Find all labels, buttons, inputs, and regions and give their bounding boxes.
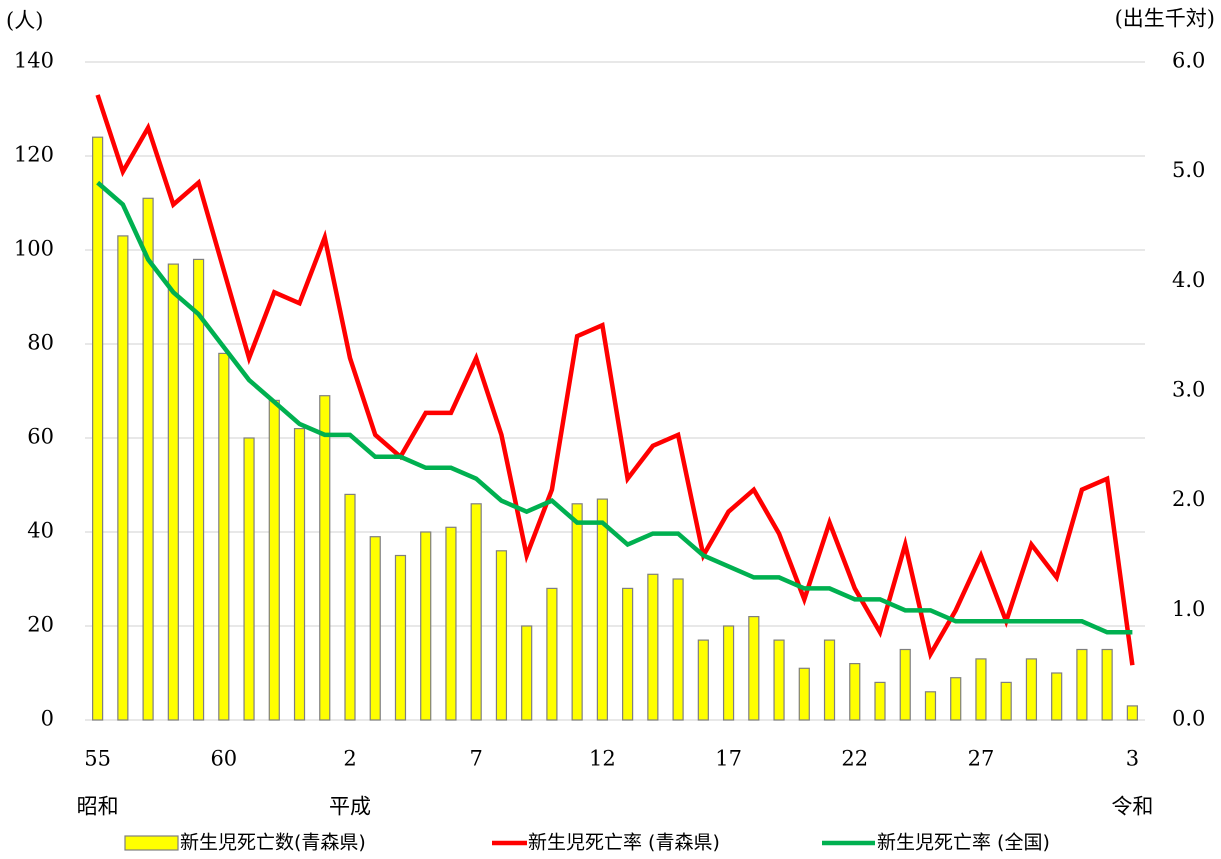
bar — [420, 531, 432, 721]
legend-swatch — [124, 835, 179, 851]
y2-tick-label: 3.0 — [1172, 378, 1205, 402]
bar — [293, 428, 306, 721]
bar — [344, 493, 356, 721]
x-tick-label: 12 — [589, 747, 616, 771]
bar — [192, 258, 205, 721]
bar — [142, 197, 154, 721]
bar — [1000, 681, 1012, 721]
bar — [697, 639, 709, 721]
bar — [1126, 705, 1138, 721]
y2-axis-title: (出生千対) — [1115, 7, 1215, 31]
x-tick-label: 27 — [968, 747, 995, 771]
bar — [950, 677, 962, 721]
bar — [167, 263, 179, 721]
y-tick-label: 40 — [27, 519, 54, 543]
y2-tick-label: 5.0 — [1172, 158, 1205, 182]
y-tick-label: 20 — [27, 613, 54, 637]
x-tick-label: 2 — [343, 747, 356, 771]
bar — [975, 658, 987, 721]
y-tick-label: 60 — [27, 425, 54, 449]
line — [96, 180, 1133, 635]
bar — [319, 395, 331, 721]
x-era-label: 令和 — [1111, 795, 1153, 819]
bar — [622, 587, 634, 721]
bar — [722, 625, 735, 721]
bar — [748, 615, 760, 721]
bar — [546, 587, 558, 721]
bar — [218, 352, 230, 721]
x-tick-label: 60 — [210, 747, 237, 771]
bar — [924, 691, 937, 721]
bar — [596, 498, 608, 721]
bar — [1051, 672, 1063, 721]
x-era-label: 昭和 — [77, 795, 119, 819]
bar — [849, 662, 861, 721]
y-tick-label: 80 — [27, 331, 54, 355]
legend-label: 新生児死亡率 (青森県) — [528, 832, 720, 854]
bar — [495, 550, 508, 721]
bar — [823, 639, 836, 721]
x-tick-label: 7 — [470, 747, 483, 771]
bar — [369, 536, 381, 721]
x-tick-label: 55 — [84, 747, 111, 771]
bar — [243, 437, 255, 721]
legend-label: 新生児死亡数(青森県) — [180, 832, 366, 854]
bar — [521, 625, 533, 721]
bar — [445, 526, 457, 721]
x-tick-label: 22 — [841, 747, 868, 771]
y-tick-label: 120 — [14, 143, 54, 167]
bar — [899, 648, 911, 721]
y2-tick-label: 1.0 — [1172, 597, 1205, 621]
bar — [470, 503, 482, 721]
bar — [647, 573, 659, 721]
x-era-label: 平成 — [329, 795, 371, 819]
y-tick-label: 0 — [41, 707, 54, 731]
y-axis-title: (人) — [6, 9, 43, 33]
bar — [1076, 648, 1088, 721]
bar — [773, 639, 785, 721]
y2-tick-label: 2.0 — [1172, 487, 1205, 511]
y2-tick-label: 4.0 — [1172, 268, 1205, 292]
y-tick-label: 140 — [14, 49, 54, 73]
bar — [1101, 648, 1113, 721]
x-tick-label: 3 — [1126, 747, 1139, 771]
y2-tick-label: 6.0 — [1172, 49, 1205, 73]
bar — [268, 399, 280, 721]
bar — [92, 136, 104, 721]
y2-tick-label: 0.0 — [1172, 707, 1205, 731]
bar — [394, 554, 407, 721]
y-tick-label: 100 — [14, 237, 54, 261]
bar — [874, 681, 886, 721]
line — [95, 94, 1135, 666]
bar — [1025, 658, 1038, 721]
legend-label: 新生児死亡率 (全国) — [877, 832, 1050, 854]
bar — [117, 235, 129, 721]
bar — [798, 667, 810, 721]
x-tick-label: 17 — [715, 747, 742, 771]
bar — [571, 503, 583, 721]
bar — [672, 578, 684, 721]
